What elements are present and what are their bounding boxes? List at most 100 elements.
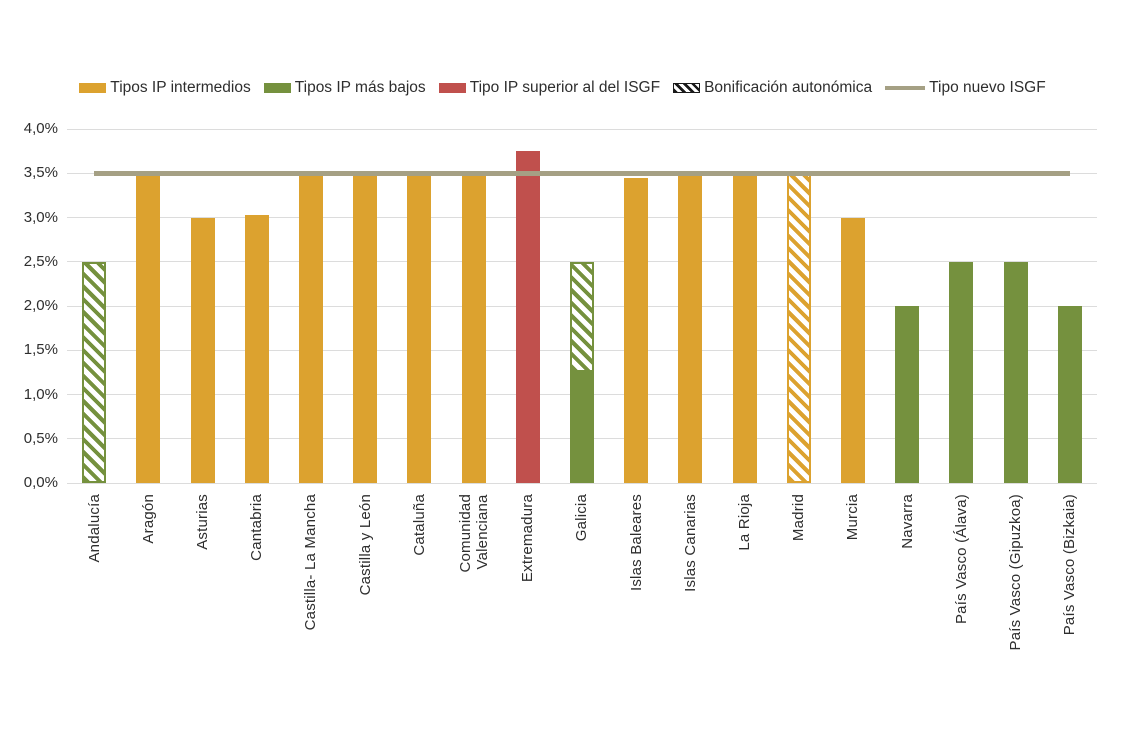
category-label-Aragón: Aragón [139,494,157,544]
legend-label: Tipo IP superior al del ISGF [469,79,661,96]
category-label-País Vasco (Bizkaia): País Vasco (Bizkaia) [1061,494,1079,636]
bar-Murcia [826,129,880,483]
bar-segment-solid [624,177,649,483]
category-label-cell: Extremadura [501,494,555,704]
category-label-Islas Canarias: Islas Canarias [681,494,699,592]
bar-Galicia [555,129,609,483]
category-label-Asturias: Asturias [194,494,211,550]
bar-segment-solid [190,217,215,483]
category-label-cell: Islas Baleares [609,494,663,704]
legend-label: Tipo nuevo ISGF [929,79,1046,96]
bar-segment-solid [353,173,378,483]
legend-line-swatch-icon [885,86,926,90]
bar-segment-solid [678,173,703,483]
bar-segment-solid [515,151,540,483]
legend-label: Tipos IP más bajos [294,79,426,96]
bar-segment-solid [1003,261,1028,483]
bar-Extremadura [501,129,555,483]
category-label-cell: Castilla- La Mancha [284,494,338,704]
bar-segment-solid [461,173,486,483]
category-label-Cantabria: Cantabria [248,494,266,561]
chart-legend: Tipos IP intermedios Tipos IP más bajos Ti… [0,75,1125,101]
legend-item-3: Bonificación autonómica [673,79,872,97]
bar-Aragón [121,129,175,483]
bar-segment-hatch [786,173,811,483]
category-label-Islas Baleares: Islas Baleares [627,494,645,592]
category-label-Castilla- La Mancha: Castilla- La Mancha [302,494,320,631]
y-axis: 0,0% 0,5% 1,0% 1,5% 2,0% 2,5% 3,0% 3,5% 4,0% [0,120,58,491]
bar-Cataluña [392,129,446,483]
plot-area [67,128,1097,484]
category-label-cell: País Vasco (Bizkaia) [1043,494,1097,704]
bar-Islas Baleares [609,129,663,483]
category-label-cell: Castilla y León [338,494,392,704]
bar-Comunidad Valenciana [446,129,500,483]
bar-segment-solid [298,173,323,483]
legend-solid-swatch-icon [438,83,466,93]
bar-segment-solid [949,261,974,483]
bar-Castilla y León [338,129,392,483]
y-axis-tick-label: 4,0% [23,120,58,137]
category-label-Extremadura: Extremadura [519,494,537,583]
category-label-cell: Aragón [121,494,175,704]
bar-Cantabria [230,129,284,483]
bar-segment-solid [569,372,594,483]
category-label-Cataluña: Cataluña [410,494,428,556]
category-label-cell: Cataluña [392,494,446,704]
y-axis-tick-label: 1,5% [23,341,58,359]
legend-hatch-swatch-icon [673,83,701,93]
gridline [67,128,1097,130]
category-label-La Rioja: La Rioja [736,494,754,551]
y-axis-tick-label: 2,5% [23,252,58,270]
category-label-cell: Andalucía [67,494,121,704]
bar-segment-solid [732,173,757,483]
category-label-cell: Comunidad Valenciana [446,494,500,704]
legend-item-1: Tipos IP más bajos [263,79,426,97]
category-label-Galicia: Galicia [573,494,591,542]
bar-País Vasco (Bizkaia) [1043,129,1097,483]
bar-segment-solid [244,214,269,483]
y-axis-tick-label: 3,5% [23,164,58,182]
category-label-cell: Islas Canarias [663,494,717,704]
category-label-cell: La Rioja [717,494,771,704]
category-label-País Vasco (Gipuzkoa): País Vasco (Gipuzkoa) [1007,494,1025,651]
bar-Madrid [772,129,826,483]
x-axis-labels: Andalucía Aragón Asturias Cantabria Castilla… [67,494,1097,704]
category-label-cell: País Vasco (Álava) [934,494,988,704]
reference-line-tipo-nuevo-isgf [94,170,1070,176]
category-label-cell: Madrid [772,494,826,704]
category-label-Madrid: Madrid [790,494,808,542]
gridline [67,482,1097,484]
category-label-cell: Galicia [555,494,609,704]
bar-segment-solid [895,306,920,483]
category-label-Andalucía: Andalucía [85,494,103,563]
bar-slots [67,129,1097,483]
category-label-cell: Navarra [880,494,934,704]
bar-segment-solid [136,173,161,483]
legend-label: Tipos IP intermedios [110,79,251,96]
y-axis-tick-label: 0,0% [23,474,58,491]
category-label-Castilla y León: Castilla y León [356,494,374,596]
category-label-Navarra: Navarra [898,494,916,549]
bar-Asturias [175,129,229,483]
y-axis-tick-label: 2,0% [23,297,58,314]
y-axis-tick-label: 1,0% [23,385,58,403]
category-label-cell: País Vasco (Gipuzkoa) [988,494,1042,704]
category-label-cell: Asturias [175,494,229,704]
y-axis-tick-label: 0,5% [23,429,58,447]
gridline [67,217,1097,218]
bar-La Rioja [717,129,771,483]
bar-segment-hatch [569,261,594,373]
bar-Navarra [880,129,934,483]
legend-solid-swatch-icon [263,83,291,93]
bar-segment-solid [407,173,432,483]
legend-item-0: Tipos IP intermedios [79,79,251,97]
category-label-cell: Murcia [826,494,880,704]
legend-label: Bonificación autonómica [704,79,873,96]
bar-País Vasco (Álava) [934,129,988,483]
bar-segment-hatch [82,261,107,483]
bar-Islas Canarias [663,129,717,483]
bar-segment-solid [840,217,865,483]
bar-segment-solid [1057,306,1082,483]
